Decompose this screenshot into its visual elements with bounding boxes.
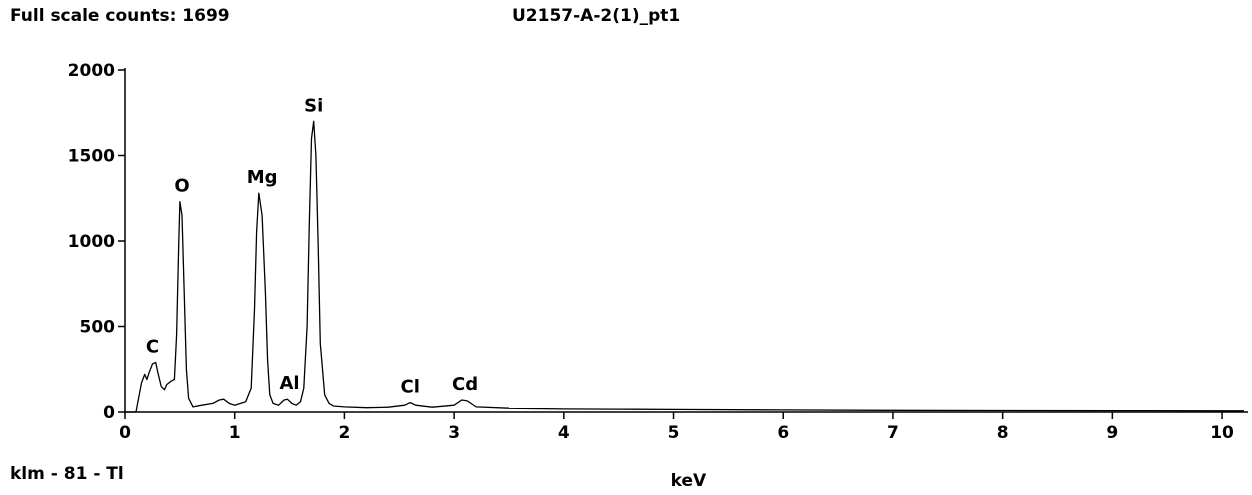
element-label-c: C	[146, 336, 159, 357]
x-tick-label: 10	[1210, 423, 1234, 443]
x-tick-label: 5	[668, 423, 680, 443]
y-tick-label: 500	[80, 318, 116, 338]
element-label-si: Si	[304, 95, 323, 116]
spectrum-line	[125, 120, 1244, 413]
x-tick-label: 6	[777, 423, 789, 443]
x-tick-label: 3	[448, 423, 460, 443]
x-tick-label: 7	[887, 423, 899, 443]
x-tick-label: 1	[229, 423, 241, 443]
element-label-al: Al	[280, 373, 300, 394]
y-tick-label: 1000	[68, 232, 115, 252]
x-tick-label: 0	[119, 423, 131, 443]
y-tick-label: 2000	[68, 61, 115, 81]
x-tick-label: 4	[558, 423, 570, 443]
element-label-cd: Cd	[452, 374, 478, 395]
element-label-cl: Cl	[401, 377, 420, 398]
sample-name-title: U2157-A-2(1)_pt1	[512, 6, 681, 26]
y-tick-label: 1500	[68, 147, 115, 167]
x-axis-title: keV	[671, 471, 707, 491]
spectrum-series	[125, 120, 1244, 413]
y-tick-label: 0	[103, 403, 115, 423]
element-label-mg: Mg	[247, 167, 278, 188]
x-tick-label: 9	[1106, 423, 1118, 443]
element-label-o: O	[174, 176, 189, 197]
x-tick-label: 8	[997, 423, 1009, 443]
x-tick-label: 2	[338, 423, 350, 443]
footer-left-label: klm - 81 - Tl	[10, 464, 124, 484]
element-labels: C O Mg Al Si Cl Cd	[146, 95, 478, 397]
chart-axes: 0 500 1000 1500 2000 0 1 2 3 4 5 6 7 8 9 10 keV	[68, 61, 1248, 491]
full-scale-counts-label: Full scale counts: 1699	[10, 6, 230, 26]
